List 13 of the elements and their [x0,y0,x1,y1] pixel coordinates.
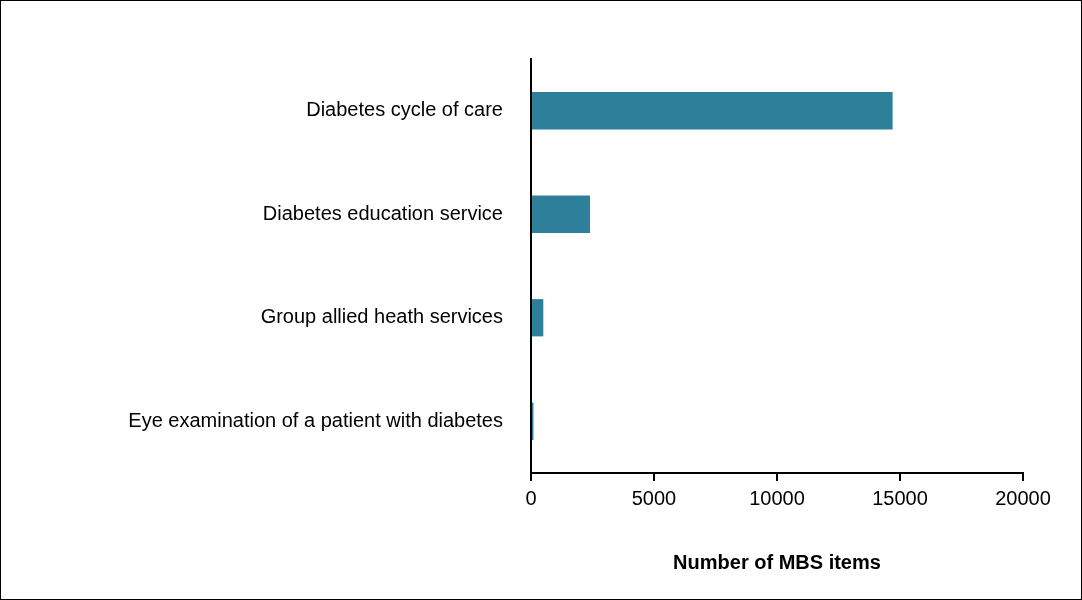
y-tick-label: Diabetes education service [262,201,503,224]
bar [532,195,591,233]
y-tick-label: Eye examination of a patient with diabetes [128,408,503,431]
x-tick-label: 15000 [872,486,928,509]
x-axis-title: Number of MBS items [673,550,881,573]
x-tick-label: 0 [525,486,537,509]
x-tick-label: 10000 [749,486,805,509]
bar [532,299,544,337]
x-tick-label: 5000 [631,486,677,509]
bar [532,92,893,130]
y-tick-label: Diabetes cycle of care [306,98,503,121]
y-tick-label: Group allied heath services [260,305,503,328]
x-tick-label: 20000 [995,486,1051,509]
